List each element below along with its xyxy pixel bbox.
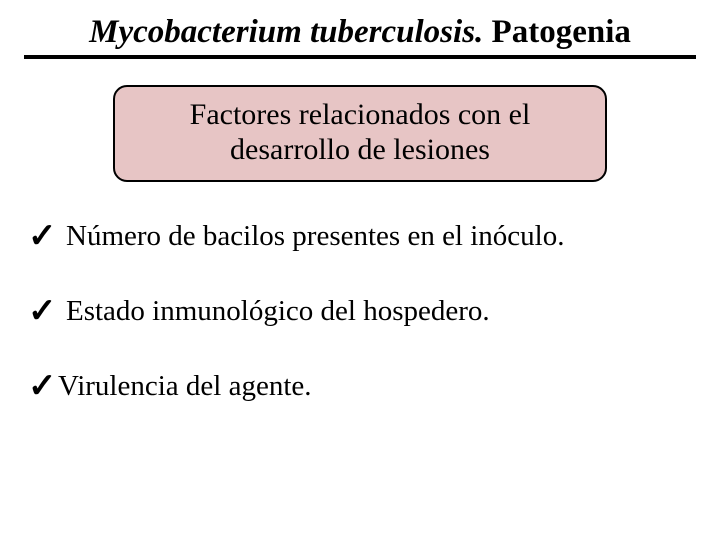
check-icon: ✓	[28, 370, 58, 404]
bullet-text: Estado inmunológico del hospedero.	[66, 296, 490, 328]
check-icon: ✓	[28, 220, 66, 254]
list-item: ✓ Virulencia del agente.	[28, 368, 692, 403]
list-item: ✓ Número de bacilos presentes en el inóc…	[28, 218, 692, 253]
bullet-text: Número de bacilos presentes en el inócul…	[66, 221, 564, 253]
title-underline	[24, 55, 696, 59]
check-icon: ✓	[28, 295, 66, 329]
bullet-text: Virulencia del agente.	[58, 371, 312, 403]
subtitle-box: Factores relacionados con el desarrollo …	[113, 85, 607, 182]
title-italic-part: Mycobacterium tuberculosis.	[89, 14, 483, 50]
subtitle-line2: desarrollo de lesiones	[135, 132, 585, 167]
list-item: ✓ Estado inmunológico del hospedero.	[28, 293, 692, 328]
bullet-list: ✓ Número de bacilos presentes en el inóc…	[0, 218, 720, 403]
subtitle-line1: Factores relacionados con el	[135, 97, 585, 132]
slide-title: Mycobacterium tuberculosis. Patogenia	[0, 0, 720, 53]
title-normal-part: Patogenia	[483, 14, 631, 50]
